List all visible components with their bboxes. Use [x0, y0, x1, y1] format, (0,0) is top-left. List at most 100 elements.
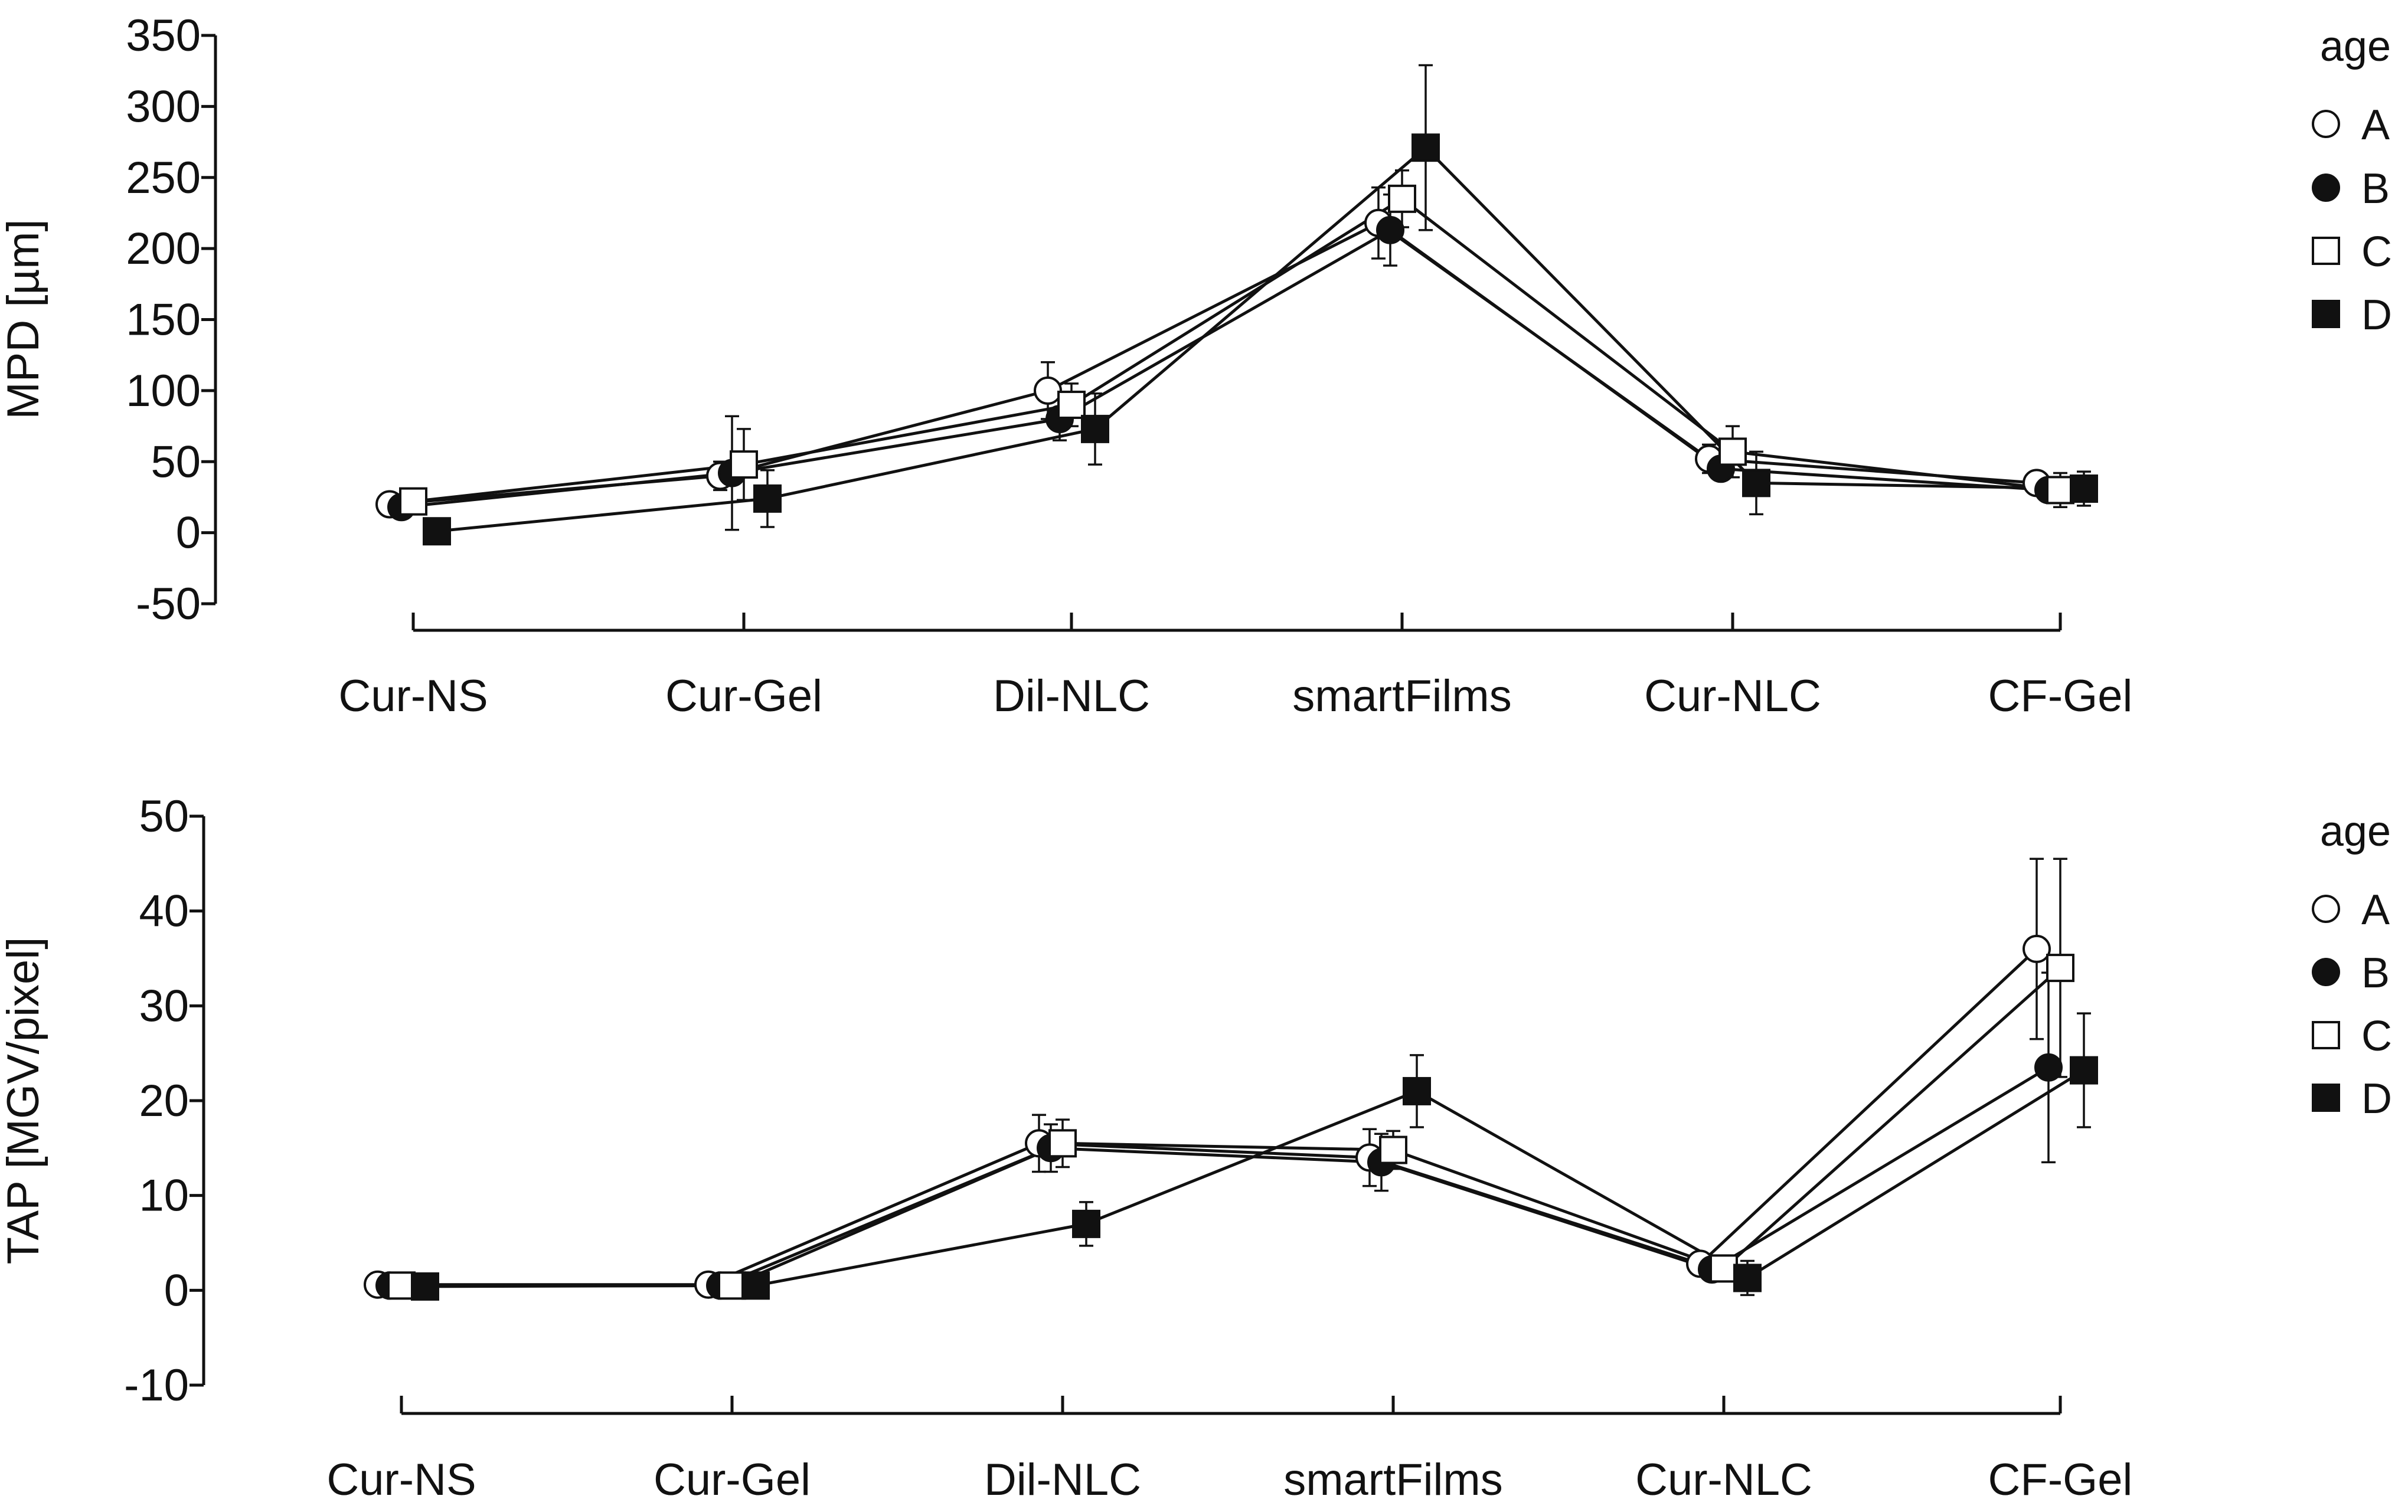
y-tick-label: 0 — [164, 1265, 189, 1315]
data-point-D — [423, 517, 451, 546]
series-line-D — [436, 146, 2084, 533]
x-tick-label: Dil-NLC — [993, 671, 1150, 721]
y-tick-label: 300 — [126, 81, 201, 132]
data-point-A — [2023, 934, 2051, 963]
error-bars — [371, 858, 2091, 1297]
series-line-B — [390, 1066, 2050, 1287]
series-line-D — [424, 1069, 2085, 1288]
series-line-C — [413, 197, 2061, 503]
legend-item-B: B — [2312, 950, 2390, 997]
data-point-C — [1379, 1135, 1407, 1164]
panel-2: -10 0 10 20 30 40 50 TAP [MGV/pixel] Cur-NS Cur-G… — [0, 791, 2392, 1505]
x-tick-label: Cur-NS — [338, 671, 488, 721]
y-axis-title: TAP [MGV/pixel] — [0, 937, 48, 1265]
legend-item-D: D — [2312, 292, 2392, 339]
legend-label: D — [2361, 292, 2392, 339]
legend-item-A: A — [2312, 102, 2390, 149]
legend-label: B — [2361, 950, 2390, 997]
legend-marker — [2312, 110, 2340, 138]
legend-item-A: A — [2312, 886, 2390, 934]
x-tick-label: Cur-Gel — [665, 671, 822, 721]
series-lines — [378, 948, 2085, 1288]
panel-1: -50 0 50 100 150 200 250 300 350 MPD [µm] Cur-NS Cu… — [0, 11, 2392, 721]
data-point-C — [2046, 954, 2074, 983]
data-point-D — [741, 1271, 770, 1300]
data-point-C — [1388, 184, 1416, 213]
data-points — [364, 934, 2098, 1301]
x-tick-label: Cur-NS — [326, 1455, 476, 1505]
y-tick-label: 10 — [139, 1171, 189, 1221]
legend-item-B: B — [2312, 165, 2390, 212]
x-tick-label: Dil-NLC — [984, 1455, 1141, 1505]
data-point-C — [2046, 476, 2074, 505]
data-point-D — [1733, 1264, 1762, 1292]
y-tick-label: 0 — [176, 508, 201, 558]
data-point-B — [2034, 1053, 2063, 1082]
y-tick-label: 150 — [126, 295, 201, 345]
legend-label: D — [2361, 1075, 2392, 1122]
y-tick-label: -50 — [136, 579, 201, 629]
x-tick-label: smartFilms — [1292, 671, 1512, 721]
data-point-D — [411, 1272, 439, 1301]
x-tick-label: CF-Gel — [1988, 671, 2133, 721]
data-point-C — [1048, 1129, 1077, 1158]
legend-marker — [2312, 1021, 2340, 1049]
data-point-D — [1403, 1076, 1431, 1105]
legend-marker — [2312, 174, 2340, 202]
data-point-C — [718, 1271, 746, 1300]
data-point-D — [1072, 1209, 1100, 1238]
data-point-D — [1081, 414, 1109, 443]
y-tick-label: 30 — [139, 981, 189, 1031]
y-tick-label: 350 — [126, 11, 201, 61]
data-point-C — [399, 487, 427, 516]
x-tick-label: Cur-NLC — [1635, 1455, 1812, 1505]
data-point-D — [2070, 474, 2098, 503]
data-point-C — [1057, 390, 1086, 419]
series-lines — [389, 146, 2084, 533]
legend-label: A — [2361, 102, 2390, 149]
x-tick-label: Cur-NLC — [1644, 671, 1821, 721]
y-tick-label: 250 — [126, 153, 201, 203]
legend-marker — [2312, 237, 2340, 265]
legend-marker — [2312, 958, 2340, 986]
data-point-D — [2070, 1056, 2098, 1085]
data-point-B — [1376, 215, 1404, 244]
data-point-C — [1718, 437, 1747, 466]
legend-title: age — [2320, 23, 2391, 70]
legend-marker — [2312, 895, 2340, 923]
data-point-D — [1412, 133, 1440, 162]
legend-label: C — [2361, 1013, 2392, 1060]
legend-item-D: D — [2312, 1075, 2392, 1122]
y-tick-label: -10 — [124, 1360, 189, 1410]
legend-item-C: C — [2312, 228, 2392, 276]
series-line-A — [378, 948, 2038, 1287]
data-point-D — [1742, 469, 1770, 498]
legend-item-C: C — [2312, 1013, 2392, 1060]
data-points — [375, 133, 2098, 546]
legend-label: A — [2361, 886, 2390, 934]
x-tick-label: CF-Gel — [1988, 1455, 2133, 1505]
y-axis-title: MPD [µm] — [0, 219, 48, 419]
y-tick-label: 100 — [126, 366, 201, 416]
x-tick-label: Cur-Gel — [654, 1455, 811, 1505]
data-point-D — [753, 484, 782, 513]
legend-title: age — [2320, 808, 2391, 855]
y-tick-label: 50 — [151, 437, 201, 487]
legend-marker — [2312, 300, 2340, 328]
series-line-B — [401, 228, 2049, 509]
y-tick-label: 200 — [126, 224, 201, 274]
x-tick-label: smartFilms — [1283, 1455, 1503, 1505]
data-point-C — [1710, 1254, 1738, 1283]
data-point-A — [1034, 376, 1062, 405]
legend-marker — [2312, 1084, 2340, 1112]
data-point-C — [730, 450, 758, 479]
y-tick-label: 20 — [139, 1076, 189, 1126]
legend-label: B — [2361, 165, 2390, 212]
legend-label: C — [2361, 228, 2392, 276]
y-tick-label: 40 — [139, 886, 189, 937]
data-point-C — [387, 1271, 416, 1300]
